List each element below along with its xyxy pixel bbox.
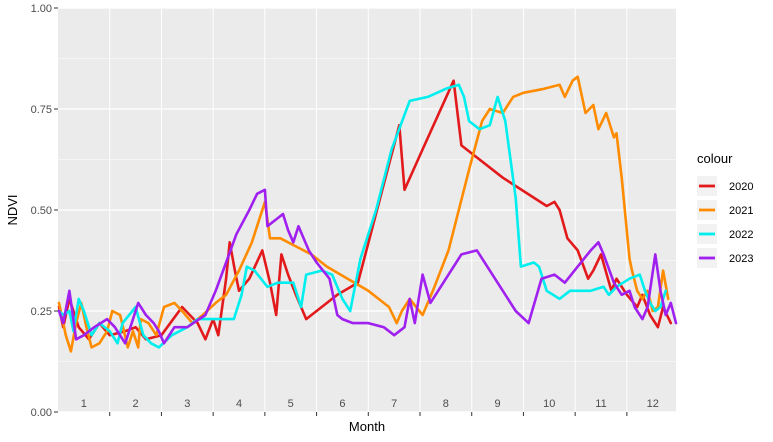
y-tick-label: 0.75 xyxy=(31,104,52,116)
x-tick-label: 7 xyxy=(391,398,397,410)
legend: colour 2020 2021 2022 2023 xyxy=(697,151,753,268)
legend-label-2020: 2020 xyxy=(729,181,753,193)
y-tick-label: 0.25 xyxy=(31,306,52,318)
legend-label-2023: 2023 xyxy=(729,253,753,265)
y-axis-title: NDVI xyxy=(5,194,20,225)
series-lines xyxy=(57,75,678,353)
x-axis: 1 2 3 4 5 6 7 8 9 10 11 12 xyxy=(81,398,659,416)
y-tick-label: 0.00 xyxy=(31,407,52,419)
x-tick-label: 3 xyxy=(184,398,190,410)
x-tick-label: 2 xyxy=(133,398,139,410)
legend-label-2021: 2021 xyxy=(729,205,753,217)
x-tick-label: 4 xyxy=(236,398,242,410)
series-line-2023 xyxy=(57,188,678,345)
legend-label-2022: 2022 xyxy=(729,229,753,241)
x-tick-label: 8 xyxy=(443,398,449,410)
y-axis: 0.00 0.25 0.50 0.75 1.00 xyxy=(31,3,58,419)
series-line-2021 xyxy=(57,75,670,353)
x-tick-label: 11 xyxy=(595,398,606,410)
x-axis-title: Month xyxy=(349,419,385,434)
y-tick-label: 0.50 xyxy=(31,205,52,217)
y-tick-label: 1.00 xyxy=(31,3,52,15)
x-tick-label: 9 xyxy=(495,398,501,410)
x-tick-label: 12 xyxy=(647,398,659,410)
x-tick-label: 10 xyxy=(543,398,555,410)
x-tick-label: 5 xyxy=(288,398,294,410)
legend-title: colour xyxy=(697,151,733,166)
series-line-2022 xyxy=(57,83,667,349)
x-tick-label: 6 xyxy=(339,398,345,410)
x-tick-label: 1 xyxy=(81,398,87,410)
